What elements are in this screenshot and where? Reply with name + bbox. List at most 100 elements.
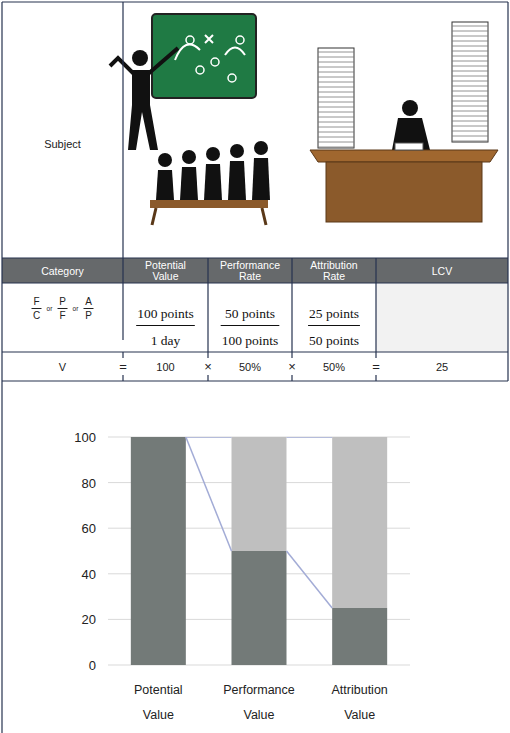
paper-line <box>318 87 354 88</box>
chart: 020406080100PotentialValuePerformanceVal… <box>74 430 410 722</box>
bench-legs <box>152 208 266 225</box>
formula-numerator: F <box>33 296 39 307</box>
paper-line <box>318 92 354 93</box>
formula-operator: = <box>372 359 380 374</box>
operator-patch <box>285 359 299 374</box>
subject-label: Subject <box>44 138 81 150</box>
formula-value: 50% <box>239 361 261 373</box>
y-tick-label: 0 <box>89 658 96 673</box>
chalk-dot <box>196 66 204 74</box>
column-line <box>291 352 292 358</box>
paper-line <box>318 77 354 78</box>
formula-separator: or <box>73 305 80 312</box>
bar-segment <box>232 551 287 665</box>
header-line: LCV <box>432 265 452 277</box>
paper-line <box>452 106 488 107</box>
fraction-denominator: 50 points <box>309 333 359 348</box>
paper-line <box>452 96 488 97</box>
fraction-bar <box>58 308 68 309</box>
clerk-head <box>402 100 418 116</box>
paper-line <box>318 142 354 143</box>
lcv-cell-bg <box>376 283 508 352</box>
formula-value: 50% <box>323 361 345 373</box>
fraction-bar <box>308 325 360 326</box>
column-line <box>207 352 208 358</box>
fraction-numerator: 25 points <box>309 306 359 321</box>
paper-line <box>452 46 488 47</box>
paper-line <box>452 91 488 92</box>
fraction-bar <box>32 308 42 309</box>
fraction-numerator: 100 points <box>137 306 194 321</box>
x-tick-line: Attribution <box>332 683 388 697</box>
student-head <box>254 141 268 155</box>
desk-paper <box>395 143 423 150</box>
formula-denominator: C <box>33 310 40 321</box>
row-line <box>2 282 508 283</box>
paper-line <box>452 61 488 62</box>
column-line <box>207 375 208 381</box>
formula-value: 100 <box>156 361 174 373</box>
chalk-dot <box>186 36 194 44</box>
header-cell: AttributionRate <box>310 259 357 282</box>
student-body <box>204 164 222 200</box>
series-line <box>287 551 333 608</box>
y-tick-label: 40 <box>82 567 96 582</box>
desk-top <box>310 150 498 162</box>
column-line <box>291 258 292 352</box>
paper-line <box>318 137 354 138</box>
student-body <box>228 161 246 200</box>
formula-operator: = <box>119 359 127 374</box>
paper-line <box>452 41 488 42</box>
paper-line <box>452 51 488 52</box>
y-tick-label: 20 <box>82 612 96 627</box>
paper-line <box>318 107 354 108</box>
paper-line <box>452 111 488 112</box>
y-tick-label: 80 <box>82 476 96 491</box>
fraction-denominator: 100 points <box>222 333 279 348</box>
column-line <box>375 375 376 381</box>
y-tick-label: 60 <box>82 521 96 536</box>
formula-variable: V <box>59 361 67 373</box>
x-tick-line: Value <box>143 708 174 722</box>
paper-line <box>318 102 354 103</box>
paper-line <box>452 31 488 32</box>
paper-stack <box>452 22 488 142</box>
student-body <box>156 170 174 200</box>
formula-denominator: F <box>59 310 65 321</box>
bar-segment <box>232 437 287 551</box>
paper-line <box>318 117 354 118</box>
paper-line <box>318 97 354 98</box>
student-head <box>230 144 244 158</box>
formula-separator: or <box>47 305 54 312</box>
clerk-icon <box>310 22 498 222</box>
paper-line <box>452 56 488 57</box>
student-head <box>182 150 196 164</box>
fraction-numerator: 50 points <box>225 306 275 321</box>
chalk-dot <box>228 74 236 82</box>
row-line <box>2 257 508 258</box>
formula-numerator: P <box>59 296 66 307</box>
paper-line <box>452 36 488 37</box>
header-line: Rate <box>239 270 261 282</box>
formula-value: 25 <box>436 361 448 373</box>
fraction-bar <box>84 308 94 309</box>
paper-line <box>452 26 488 27</box>
header-line: Value <box>152 270 178 282</box>
y-tick-label: 100 <box>74 430 96 445</box>
paper-line <box>452 101 488 102</box>
bar-segment <box>131 437 186 438</box>
paper-line <box>318 57 354 58</box>
x-tick-line: Value <box>243 708 274 722</box>
paper-line <box>318 127 354 128</box>
student-body <box>180 167 198 200</box>
header-cell: Category <box>41 265 84 277</box>
paper-line <box>452 141 488 142</box>
marks <box>131 437 387 665</box>
paper-line <box>452 66 488 67</box>
header-line: Category <box>41 265 84 277</box>
fraction-bar <box>136 325 195 326</box>
paper-stack <box>318 48 354 148</box>
operator-patch <box>201 359 215 374</box>
header-cell: PotentialValue <box>145 259 186 282</box>
paper-line <box>452 136 488 137</box>
